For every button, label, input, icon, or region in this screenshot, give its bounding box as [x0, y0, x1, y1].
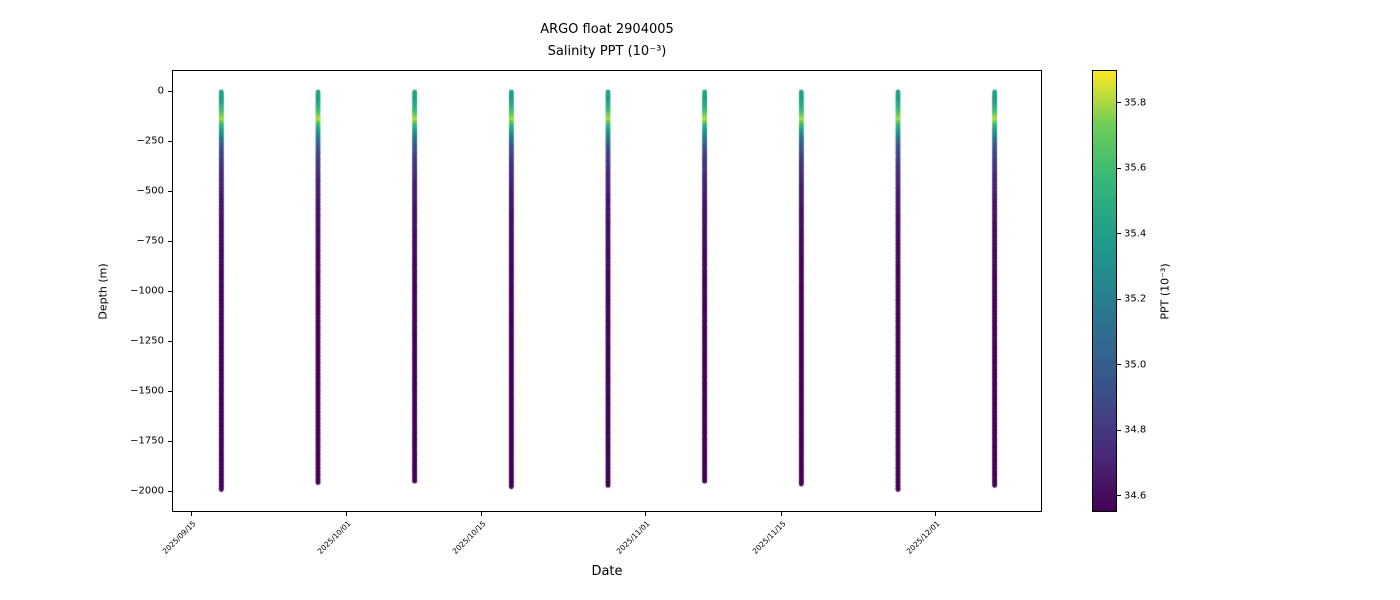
x-tick-mark [480, 512, 482, 516]
x-tick-label-text: 2025/09/15 [160, 519, 198, 556]
y-tick-label: −1500 [130, 385, 164, 397]
x-tick-mark [645, 512, 647, 516]
y-tick-label: −1250 [130, 335, 164, 347]
colorbar-tick-mark [1117, 298, 1121, 300]
colorbar-tick-mark [1117, 364, 1121, 366]
y-tick-mark [168, 340, 172, 342]
colorbar-tick-mark [1117, 167, 1121, 169]
colorbar-tick-label: 34.8 [1124, 424, 1147, 436]
colorbar-label-wrap: PPT (10⁻³) [1156, 70, 1174, 512]
colorbar [1092, 70, 1117, 512]
colorbar-tick-mark [1117, 102, 1121, 104]
plot-area [172, 70, 1042, 512]
x-tick-label-text: 2025/11/01 [615, 519, 653, 556]
x-tick-mark [780, 512, 782, 516]
colorbar-tick-label: 35.8 [1124, 97, 1147, 109]
x-tick-mark [345, 512, 347, 516]
y-tick-label: −2000 [130, 485, 164, 497]
y-axis-label-wrap: Depth (m) [94, 70, 112, 512]
y-tick-label: 0 [157, 85, 164, 97]
y-tick-mark [168, 290, 172, 292]
x-tick-label-text: 2025/10/01 [315, 519, 353, 556]
x-tick-mark [190, 512, 192, 516]
x-tick-label-text: 2025/12/01 [905, 519, 943, 556]
y-tick-mark [168, 440, 172, 442]
x-tick-mark [935, 512, 937, 516]
scatter-canvas [173, 71, 1041, 511]
y-tick-mark [168, 90, 172, 92]
y-axis-label: Depth (m) [96, 262, 110, 320]
colorbar-tick-mark [1117, 429, 1121, 431]
y-tick-label: −1750 [130, 435, 164, 447]
colorbar-tick-label: 35.0 [1124, 359, 1147, 371]
colorbar-label: PPT (10⁻³) [1158, 262, 1172, 320]
colorbar-tick-label: 35.4 [1124, 228, 1147, 240]
y-tick-mark [168, 240, 172, 242]
x-tick-label-text: 2025/10/15 [450, 519, 488, 556]
y-tick-mark [168, 390, 172, 392]
y-tick-label: −500 [136, 185, 164, 197]
colorbar-tick-mark [1117, 495, 1121, 497]
colorbar-tick-label: 35.6 [1124, 162, 1147, 174]
chart-title: ARGO float 2904005 [540, 22, 674, 37]
colorbar-tick-mark [1117, 233, 1121, 235]
y-tick-mark [168, 140, 172, 142]
colorbar-tick-label: 35.2 [1124, 293, 1147, 305]
y-tick-label: −1000 [130, 285, 164, 297]
y-tick-mark [168, 490, 172, 492]
y-tick-label: −750 [136, 235, 164, 247]
y-tick-label: −250 [136, 135, 164, 147]
x-tick-label-text: 2025/11/15 [750, 519, 788, 556]
x-axis-label: Date [591, 564, 623, 579]
colorbar-tick-label: 34.6 [1124, 490, 1147, 502]
y-tick-mark [168, 190, 172, 192]
chart-subtitle: Salinity PPT (10⁻³) [547, 44, 667, 59]
